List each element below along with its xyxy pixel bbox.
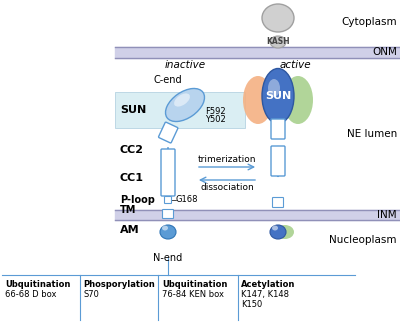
Ellipse shape [276, 225, 294, 239]
Ellipse shape [166, 89, 204, 121]
Ellipse shape [270, 225, 286, 239]
Text: 66-68 D box: 66-68 D box [5, 290, 56, 299]
Text: TM: TM [120, 205, 136, 215]
Text: inactive: inactive [164, 60, 206, 70]
Text: Acetylation: Acetylation [241, 280, 295, 289]
Text: C-end: C-end [154, 75, 182, 85]
Text: SUN: SUN [265, 91, 291, 101]
Text: AM: AM [120, 225, 140, 235]
Text: INM: INM [377, 210, 397, 220]
Ellipse shape [270, 36, 286, 48]
Ellipse shape [174, 93, 190, 107]
FancyBboxPatch shape [115, 92, 245, 128]
Text: NE lumen: NE lumen [347, 129, 397, 139]
Text: 76-84 KEN box: 76-84 KEN box [162, 290, 224, 299]
FancyBboxPatch shape [271, 146, 285, 176]
Text: Phosporylation: Phosporylation [83, 280, 155, 289]
Text: ONM: ONM [372, 47, 397, 57]
Text: Cytoplasm: Cytoplasm [341, 17, 397, 27]
Ellipse shape [243, 76, 273, 124]
Text: N-end: N-end [153, 253, 183, 263]
Ellipse shape [262, 4, 294, 32]
Text: trimerization: trimerization [198, 155, 256, 165]
Text: CC2: CC2 [120, 145, 144, 155]
Ellipse shape [283, 76, 313, 124]
FancyBboxPatch shape [158, 122, 178, 143]
Ellipse shape [272, 226, 278, 231]
Text: KASH: KASH [266, 37, 290, 47]
Text: SUN: SUN [120, 105, 146, 115]
Text: G168: G168 [176, 195, 198, 204]
FancyBboxPatch shape [162, 210, 174, 218]
Text: Ubquitination: Ubquitination [162, 280, 227, 289]
Ellipse shape [160, 225, 176, 239]
Text: P-loop: P-loop [120, 195, 155, 205]
FancyBboxPatch shape [271, 119, 285, 139]
Text: S70: S70 [83, 290, 99, 299]
Text: dissociation: dissociation [200, 182, 254, 192]
Text: Nucleoplasm: Nucleoplasm [330, 235, 397, 245]
Ellipse shape [268, 79, 280, 97]
FancyBboxPatch shape [161, 149, 175, 196]
Text: active: active [279, 60, 311, 70]
Text: Y502: Y502 [205, 115, 226, 125]
FancyBboxPatch shape [164, 196, 172, 203]
Text: F592: F592 [205, 108, 226, 116]
Ellipse shape [262, 69, 294, 124]
FancyBboxPatch shape [272, 197, 284, 208]
Text: Ubquitination: Ubquitination [5, 280, 70, 289]
Text: K147, K148
K150: K147, K148 K150 [241, 290, 289, 309]
Ellipse shape [162, 226, 168, 231]
Text: CC1: CC1 [120, 173, 144, 183]
